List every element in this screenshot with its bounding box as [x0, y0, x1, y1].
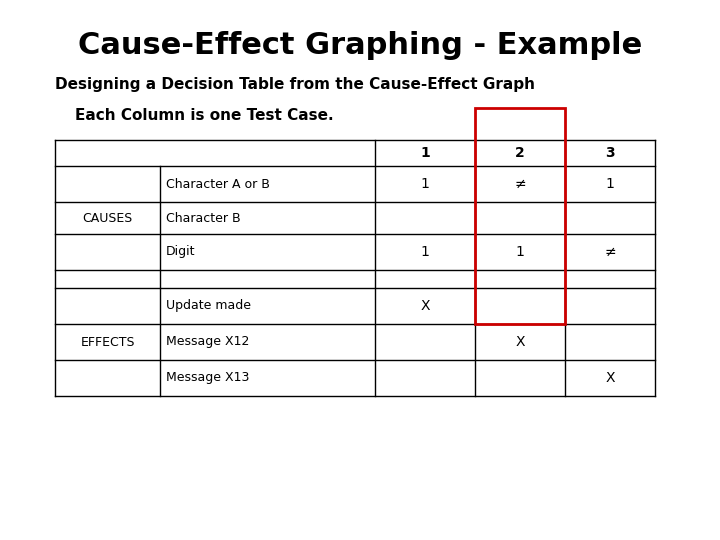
Text: X: X: [606, 371, 615, 385]
Text: Message X12: Message X12: [166, 335, 249, 348]
Bar: [475, 108, 565, 324]
Text: Cause-Effect Graphing - Example: Cause-Effect Graphing - Example: [78, 30, 642, 59]
Text: Message X13: Message X13: [166, 372, 249, 384]
Text: ≠: ≠: [604, 245, 616, 259]
Text: 1: 1: [420, 146, 430, 160]
Text: X: X: [420, 299, 430, 313]
Text: 1: 1: [420, 177, 429, 191]
Text: 2: 2: [515, 146, 525, 160]
Text: Designing a Decision Table from the Cause-Effect Graph: Designing a Decision Table from the Caus…: [55, 78, 535, 92]
Text: Digit: Digit: [166, 246, 196, 259]
Text: 1: 1: [516, 245, 524, 259]
Text: CAUSES: CAUSES: [82, 212, 132, 225]
Text: X: X: [516, 335, 525, 349]
Text: 3: 3: [606, 146, 615, 160]
Text: ≠: ≠: [514, 177, 526, 191]
Text: 1: 1: [420, 245, 429, 259]
Text: Update made: Update made: [166, 300, 251, 313]
Text: Character A or B: Character A or B: [166, 178, 270, 191]
Text: EFFECTS: EFFECTS: [80, 335, 135, 348]
Text: 1: 1: [606, 177, 614, 191]
Text: Each Column is one Test Case.: Each Column is one Test Case.: [75, 107, 333, 123]
Text: Character B: Character B: [166, 212, 240, 225]
